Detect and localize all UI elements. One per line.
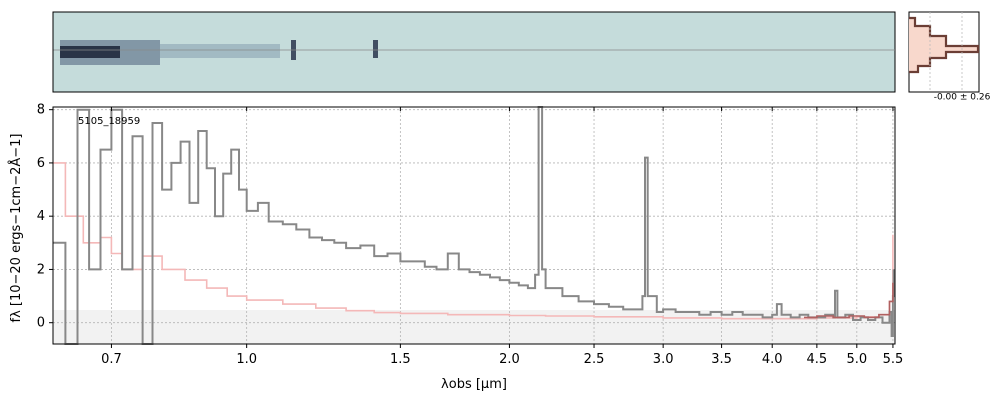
x-tick-label: 1.0 — [236, 352, 257, 367]
series-group — [53, 106, 895, 345]
x-tick-label: 0.7 — [101, 352, 122, 367]
x-tick-label: 4.5 — [807, 352, 828, 367]
x-tick-label: 5.5 — [883, 352, 904, 367]
y-tick-label: 8 — [37, 103, 45, 118]
x-tick-label: 5.0 — [846, 352, 867, 367]
histogram-stats-label: -0.00 ± 0.26 — [934, 93, 991, 103]
noise-histogram-inset: -0.00 ± 0.26 — [908, 11, 991, 103]
x-tick-label: 1.5 — [390, 352, 411, 367]
series-line — [804, 282, 894, 319]
x-axis: 0.7 1.0 1.5 2.0 2.5 3.0 3.5 4.0 4.5 5.0 5.5 — [101, 107, 903, 367]
y-tick-label: 6 — [37, 156, 45, 171]
x-axis-label: λobs [μm] — [441, 377, 507, 392]
y-axis: 0 2 4 6 8 — [37, 103, 53, 331]
x-tick-label: 3.0 — [653, 352, 674, 367]
y-tick-label: 4 — [37, 209, 45, 224]
x-tick-label: 3.5 — [711, 352, 732, 367]
y-axis-label: fλ [10−20 ergs−1cm−2Å−1] — [8, 134, 24, 323]
y-tick-label: 0 — [37, 316, 45, 331]
spectrum-1d-panel: 0.7 1.0 1.5 2.0 2.5 3.0 3.5 4.0 4.5 5.0 5.5 02468 … — [8, 103, 903, 392]
object-label: 5105_18959 — [78, 116, 140, 127]
x-tick-label: 2.0 — [499, 352, 520, 367]
y-tick-label: 2 — [37, 262, 45, 277]
x-tick-label: 2.5 — [584, 352, 605, 367]
spectrum-2d-panel — [52, 11, 896, 93]
plot-frame — [53, 107, 895, 344]
x-tick-label: 4.0 — [762, 352, 783, 367]
